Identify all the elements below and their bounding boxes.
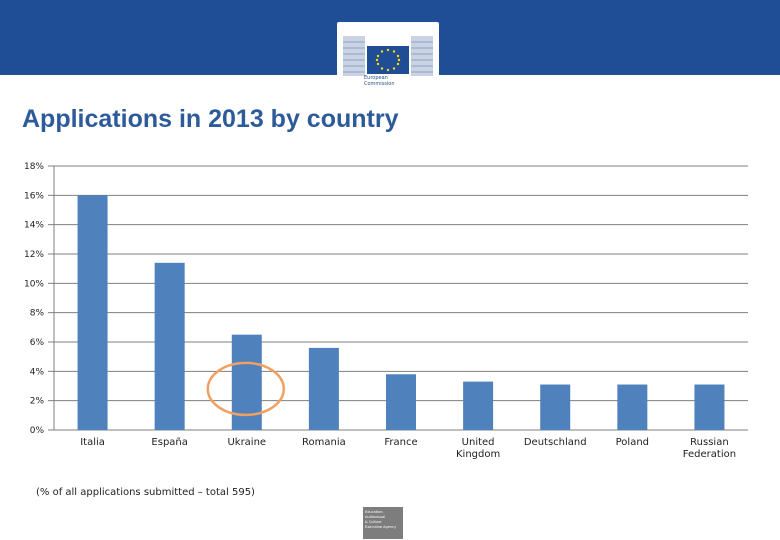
logo-label: European Commission (364, 75, 395, 87)
bar (154, 262, 185, 430)
bar (540, 384, 571, 430)
y-tick-label: 6% (30, 338, 45, 348)
x-tick-label: Ukraine (227, 437, 266, 448)
x-tick-label: United Kingdom (456, 437, 500, 460)
bar (463, 381, 494, 430)
highlight-ellipse (206, 361, 286, 417)
bar-chart: 0% 2% 4% 6% 8% 10% 12% 14% 16% 18% Italia España Ukr… (24, 162, 748, 460)
y-tick-label: 12% (24, 250, 44, 260)
x-tick-label: Poland (616, 437, 649, 448)
y-tick-label: 4% (30, 367, 45, 377)
y-tick-label: 16% (24, 191, 44, 201)
bar (77, 195, 108, 430)
y-tick-label: 2% (30, 397, 45, 407)
y-tick-label: 8% (30, 309, 45, 319)
european-commission-logo (337, 22, 439, 94)
y-tick-label: 0% (30, 426, 45, 436)
y-tick-label: 18% (24, 162, 44, 172)
bar (694, 384, 725, 430)
x-tick-label: Russian Federation (683, 437, 736, 460)
eacea-logo: Education, Audiovisual & Culture Executi… (363, 507, 403, 539)
page-title: Applications in 2013 by country (22, 105, 399, 133)
x-tick-label: France (384, 437, 417, 448)
x-tick-label: Romania (302, 437, 346, 448)
x-tick-label: Italia (80, 437, 105, 448)
bar (386, 374, 416, 430)
chart-footnote: (% of all applications submitted – total… (36, 487, 255, 498)
x-tick-label: España (151, 437, 187, 448)
eacea-logo-text: Education, Audiovisual & Culture Executi… (365, 510, 397, 529)
bar (308, 347, 339, 430)
x-tick-label: Deutschland (524, 437, 587, 448)
commission-building-icon (343, 36, 433, 76)
y-tick-label: 10% (24, 279, 44, 289)
bar (617, 384, 648, 430)
y-tick-label: 14% (24, 221, 44, 231)
